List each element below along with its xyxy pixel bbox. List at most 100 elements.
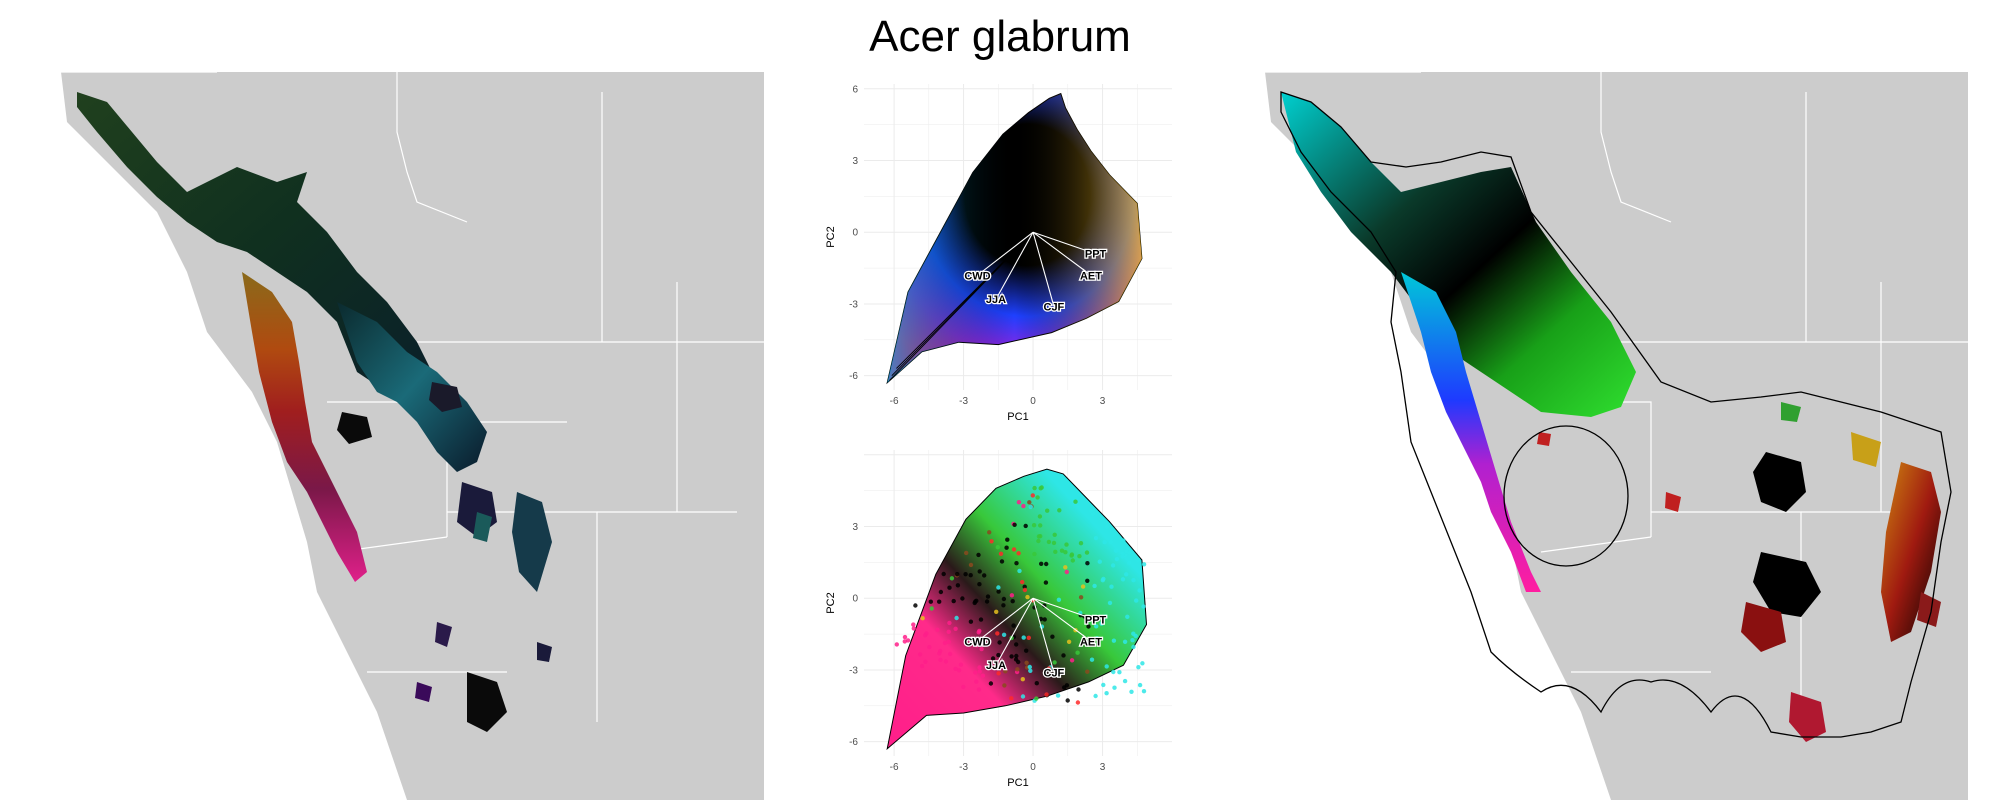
vector-label: AET [1080, 270, 1102, 282]
scatter-point [1120, 577, 1126, 582]
scatter-point [1102, 540, 1107, 545]
scatter-point [995, 545, 1000, 550]
scatter-point [1028, 504, 1033, 510]
scatter-point [1003, 669, 1008, 674]
scatter-point [1044, 692, 1049, 697]
scatter-point [1021, 503, 1026, 509]
scatter-point [1020, 694, 1026, 699]
data-cloud [886, 92, 1143, 385]
scatter-point [1010, 599, 1015, 604]
scatter-point [1004, 545, 1009, 550]
x-tick-label: 0 [1030, 762, 1036, 773]
scatter-point [1136, 557, 1141, 562]
scatter-point [1016, 551, 1021, 556]
scatter-point [977, 628, 982, 634]
scatter-point [1108, 539, 1114, 545]
scatter-point [911, 626, 916, 631]
scatter-point [1016, 659, 1021, 665]
scatter-point [958, 662, 964, 667]
scatter-point [1022, 587, 1028, 593]
scatter-point [990, 656, 996, 661]
scatter-point [1012, 522, 1017, 527]
scatter-point [1036, 534, 1042, 539]
loading-vector [1032, 231, 1096, 255]
scatter-point [943, 659, 949, 664]
scatter-point [996, 671, 1001, 676]
scatter-point [1001, 632, 1007, 637]
scatter-point [923, 659, 928, 664]
scatter-point [1036, 538, 1041, 544]
scatter-point [1038, 523, 1043, 528]
scatter-point [1032, 551, 1037, 557]
scatter-point [938, 657, 943, 663]
scatter-point [1024, 648, 1029, 653]
scatter-point [1064, 569, 1069, 575]
scatter-point [1066, 639, 1072, 644]
y-axis-label: PC2 [825, 592, 837, 613]
scatter-point [947, 651, 953, 657]
scatter-point [1009, 593, 1015, 598]
scatter-point [977, 582, 982, 587]
scatter-point [979, 646, 984, 652]
scatter-point [994, 609, 999, 614]
scatter-point [1034, 681, 1039, 686]
loading-vector [995, 231, 1034, 300]
scatter-points [894, 485, 1147, 705]
scatter-point [902, 639, 907, 644]
y-tick-label: -3 [849, 299, 858, 310]
scatter-point [1114, 556, 1120, 562]
species-range-left [77, 92, 552, 732]
scatter-point [1027, 500, 1032, 505]
scatter-point [955, 583, 961, 588]
scatter-point [1043, 580, 1049, 585]
scatter-point [1009, 654, 1014, 659]
scatter-point [1093, 693, 1098, 699]
scatter-point [1109, 584, 1114, 589]
scatter-point [1117, 670, 1122, 675]
scatter-point [1046, 666, 1052, 671]
axes: -6 -3 0 3 -6 -3 0 3 PC1 PC2 [825, 522, 1106, 789]
scatter-point [1064, 683, 1070, 688]
scatter-point [977, 665, 982, 670]
scatter-point [987, 530, 992, 535]
scatter-point [938, 589, 944, 595]
scatter-point [937, 599, 942, 604]
scatter-point [946, 629, 951, 634]
x-axis-label: PC1 [1007, 411, 1028, 423]
scatter-point [1111, 638, 1117, 643]
scatter-point [1127, 560, 1132, 565]
scatter-point [1057, 508, 1062, 513]
scatter-point [913, 603, 918, 608]
loading-vector [896, 231, 1034, 369]
scatter-point [1038, 616, 1044, 622]
x-tick-label: 0 [1030, 396, 1036, 407]
scatter-point [1017, 568, 1022, 574]
scatter-point [1104, 664, 1109, 669]
data-cloud-hull [886, 468, 1148, 751]
scatter-point [999, 559, 1005, 564]
data-cloud [886, 468, 1148, 751]
scatter-point [1084, 550, 1090, 555]
y-tick-label: 6 [852, 84, 858, 95]
scatter-point [1078, 595, 1084, 600]
ocean [1241, 72, 1611, 800]
scatter-point [1002, 683, 1007, 688]
loading-vector [1032, 598, 1055, 673]
ocean [37, 72, 407, 800]
loading-vector [995, 597, 1034, 666]
x-tick-label: -3 [959, 762, 968, 773]
scatter-point [1080, 584, 1086, 589]
scatter-point [1100, 578, 1105, 583]
x-tick-label: 3 [1100, 396, 1106, 407]
scatter-point [911, 622, 916, 627]
scatter-point [941, 571, 946, 577]
scatter-point [988, 681, 994, 686]
scatter-point [902, 634, 908, 640]
scatter-point [894, 642, 899, 647]
scatter-point [1112, 685, 1117, 690]
scatter-point [920, 616, 925, 621]
scatter-point [985, 594, 991, 599]
scatter-point [1134, 598, 1139, 603]
scatter-point [946, 639, 951, 644]
y-tick-label: 0 [852, 228, 858, 239]
